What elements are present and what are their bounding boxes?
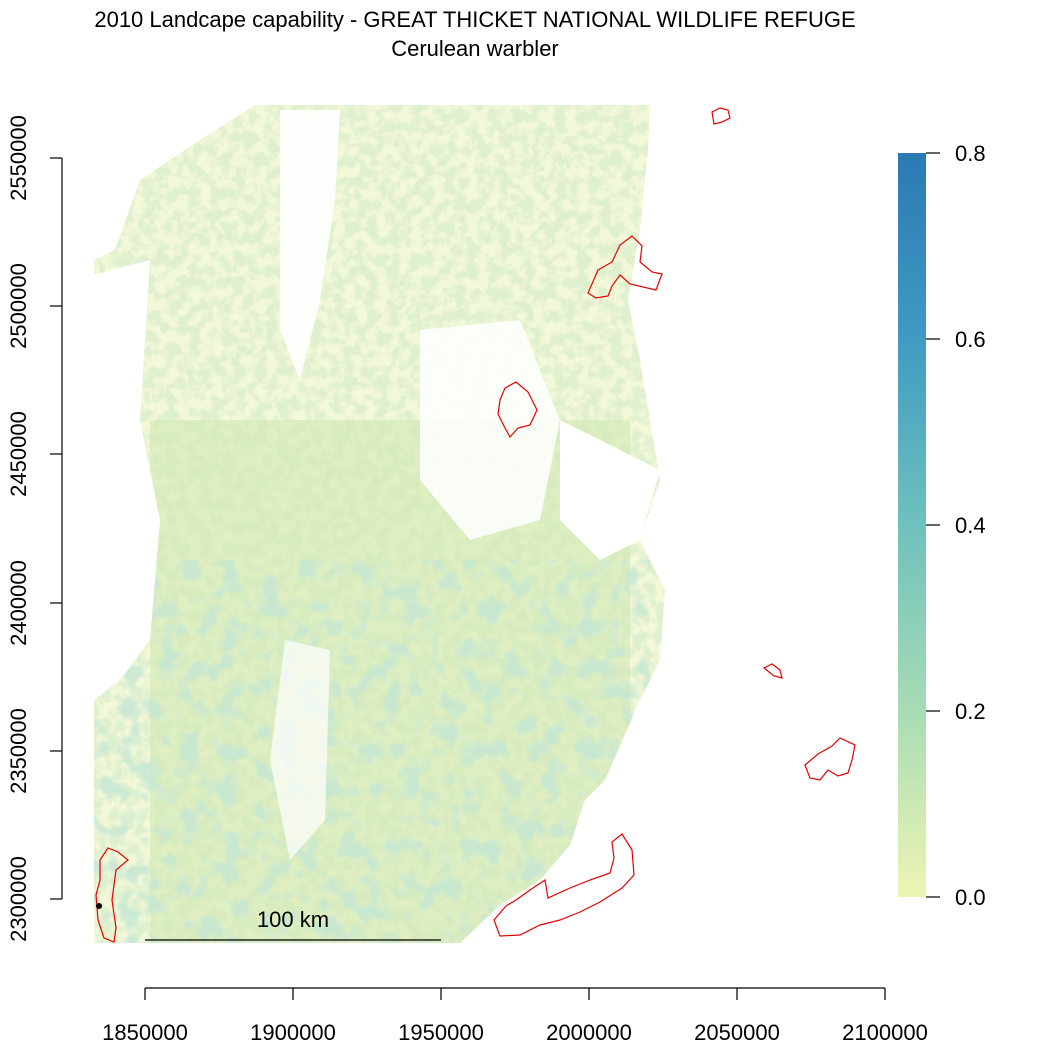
scale-bar-label: 100 km	[257, 907, 329, 932]
refuge-unit-east	[804, 737, 856, 781]
legend-tick-label: 0.2	[955, 699, 986, 724]
legend-color-bar	[898, 153, 926, 897]
capability-raster	[94, 105, 665, 943]
x-tick-label: 2050000	[694, 1020, 780, 1045]
refuge-unit-middle	[497, 381, 538, 439]
y-tick-label: 2300000	[6, 856, 31, 942]
map-subtitle: Cerulean warbler	[391, 36, 559, 61]
y-axis: 2300000 2350000 2400000 2450000 2500000 …	[6, 115, 63, 942]
refuge-unit-east-small	[762, 663, 783, 679]
scale-bar: 100 km	[145, 907, 441, 941]
x-tick-label: 2000000	[546, 1020, 632, 1045]
y-tick-label: 2450000	[6, 411, 31, 497]
refuge-unit-upper	[587, 235, 663, 299]
refuge-boundaries	[95, 107, 856, 943]
x-tick-label: 1900000	[250, 1020, 336, 1045]
x-tick-label: 1850000	[102, 1020, 188, 1045]
color-legend: 0.0 0.2 0.4 0.6 0.8	[898, 141, 986, 910]
x-tick-label: 1950000	[398, 1020, 484, 1045]
x-axis: 1850000 1900000 1950000 2000000 2050000 …	[102, 987, 928, 1045]
map-title: 2010 Landcape capability - GREAT THICKET…	[94, 7, 856, 32]
legend-tick-label: 0.4	[955, 513, 986, 538]
refuge-unit-south	[493, 833, 635, 937]
site-point-marker	[96, 903, 102, 909]
refuge-unit-southwest	[95, 847, 129, 943]
refuge-unit-north	[711, 107, 731, 125]
legend-tick-label: 0.6	[955, 327, 986, 352]
legend-tick-label: 0.8	[955, 141, 986, 166]
y-tick-label: 2400000	[6, 560, 31, 646]
x-tick-label: 2100000	[842, 1020, 928, 1045]
legend-tick-label: 0.0	[955, 885, 986, 910]
y-tick-label: 2550000	[6, 115, 31, 201]
y-tick-label: 2350000	[6, 708, 31, 794]
y-tick-label: 2500000	[6, 263, 31, 349]
